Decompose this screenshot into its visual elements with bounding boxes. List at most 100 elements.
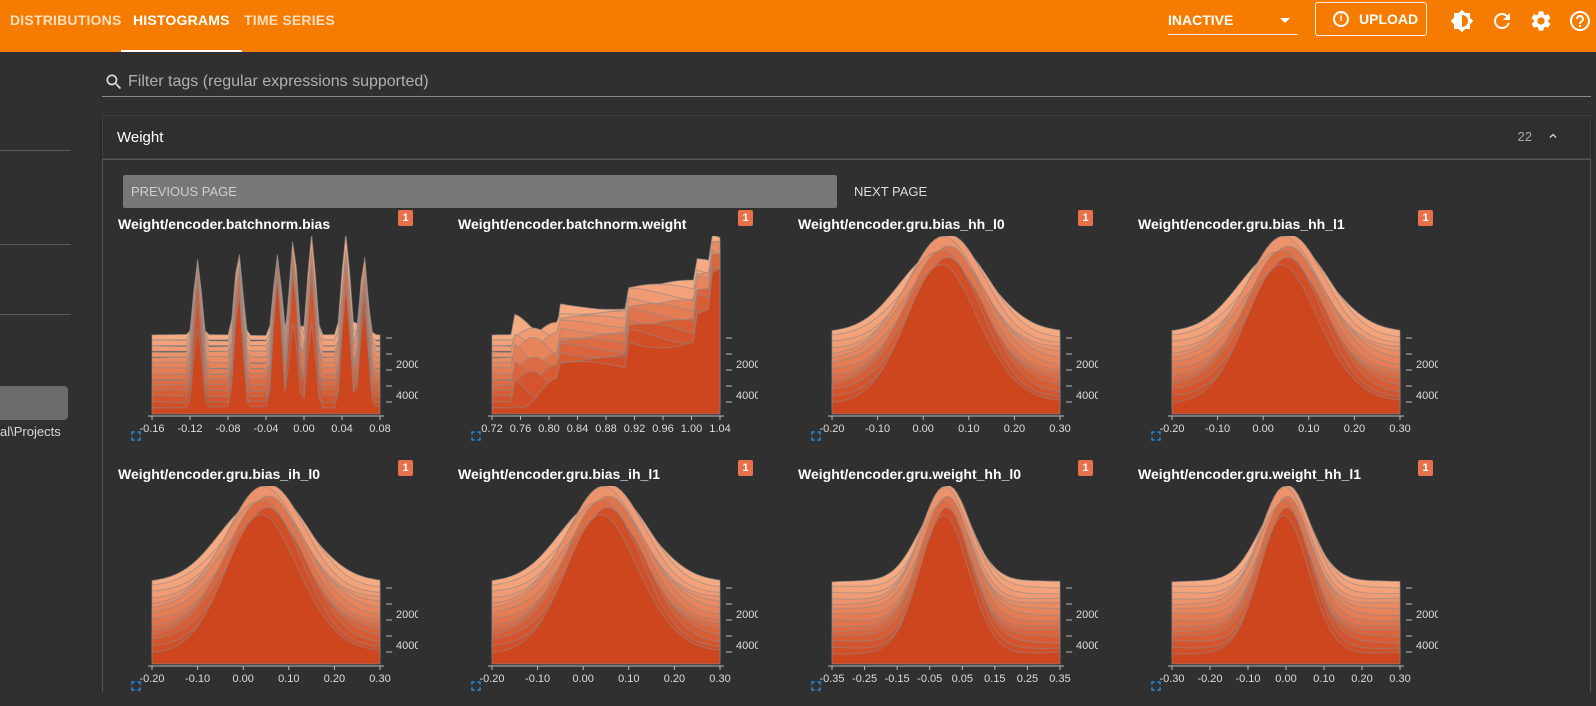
x-tick-label: -0.35	[819, 673, 844, 685]
fullscreen-icon[interactable]	[808, 678, 824, 694]
info-icon: i	[1333, 11, 1349, 27]
x-tick-label: 0.00	[232, 673, 253, 685]
tab-histograms[interactable]: HISTOGRAMS	[121, 0, 242, 52]
run-count-badge: 1	[398, 210, 413, 226]
y-tick-label: 4000	[1076, 640, 1098, 652]
refresh-icon[interactable]	[1490, 9, 1514, 33]
fullscreen-icon[interactable]	[808, 428, 824, 444]
chart-title: Weight/encoder.gru.bias_hh_l0	[798, 216, 1005, 232]
settings-icon[interactable]	[1529, 9, 1553, 33]
x-tick-label: -0.10	[185, 673, 210, 685]
panel-count: 22	[1517, 129, 1532, 144]
x-tick-label: 0.20	[1344, 423, 1365, 435]
run-select-value: INACTIVE	[1168, 12, 1234, 28]
x-tick-label: 0.00	[572, 673, 593, 685]
x-tick-label: -0.15	[885, 673, 910, 685]
run-select[interactable]: INACTIVE	[1168, 8, 1298, 35]
histogram-layer	[831, 264, 1061, 415]
chevron-down-icon	[1280, 18, 1290, 23]
fullscreen-icon[interactable]	[128, 678, 144, 694]
y-tick-label: 4000	[736, 640, 758, 652]
histogram-card: Weight/encoder.gru.bias_hh_l1 1 -0.20 -0.10…	[1138, 210, 1438, 456]
previous-page-button[interactable]: PREVIOUS PAGE	[123, 175, 837, 208]
x-tick-label: 0.00	[912, 423, 933, 435]
y-tick-label: 4000	[736, 390, 758, 402]
x-tick-label: 0.72	[481, 423, 502, 435]
x-tick-label: 0.35	[1049, 673, 1070, 685]
x-tick-label: 0.04	[331, 423, 352, 435]
histogram-layer	[491, 514, 721, 665]
histogram-layer	[491, 267, 721, 415]
x-tick-label: 1.00	[681, 423, 702, 435]
x-tick-label: 0.25	[1017, 673, 1038, 685]
x-tick-label: 0.05	[952, 673, 973, 685]
histogram-layer	[151, 277, 381, 415]
help-icon[interactable]	[1568, 9, 1592, 33]
chart-title: Weight/encoder.gru.weight_hh_l1	[1138, 466, 1361, 482]
x-tick-label: 0.15	[984, 673, 1005, 685]
next-page-button[interactable]: NEXT PAGE	[854, 184, 928, 199]
x-tick-label: 0.08	[369, 423, 390, 435]
tab-distributions[interactable]: DISTRIBUTIONS	[10, 12, 122, 28]
x-tick-label: -0.20	[819, 423, 844, 435]
y-tick-label: 2000	[1416, 359, 1438, 371]
upload-button[interactable]: i UPLOAD	[1315, 2, 1427, 36]
histogram-layer	[151, 514, 381, 665]
chart-title: Weight/encoder.gru.bias_hh_l1	[1138, 216, 1345, 232]
histogram-card: Weight/encoder.gru.weight_hh_l0 1 -0.35 -0.…	[798, 460, 1098, 706]
fullscreen-icon[interactable]	[128, 428, 144, 444]
x-tick-label: -0.05	[917, 673, 942, 685]
x-tick-label: -0.16	[139, 423, 164, 435]
x-tick-label: 0.30	[369, 673, 390, 685]
y-tick-label: 4000	[1416, 640, 1438, 652]
x-tick-label: 0.00	[1252, 423, 1273, 435]
histogram-layer	[1171, 515, 1401, 665]
run-count-badge: 1	[738, 210, 753, 226]
x-tick-label: -0.20	[479, 673, 504, 685]
histogram-layer	[1171, 264, 1401, 415]
chevron-up-icon[interactable]	[1546, 129, 1560, 143]
x-tick-label: 0.10	[1313, 673, 1334, 685]
fullscreen-icon[interactable]	[1148, 428, 1164, 444]
chart-title: Weight/encoder.gru.bias_ih_l1	[458, 466, 661, 482]
x-tick-label: 0.30	[1049, 423, 1070, 435]
histogram-card: Weight/encoder.gru.bias_hh_l0 1 -0.20 -0.10…	[798, 210, 1098, 456]
y-tick-label: 2000	[1076, 609, 1098, 621]
run-count-badge: 1	[1418, 460, 1433, 476]
histogram-chart: -0.20 -0.10 0.00 0.10 0.20 0.30 2000 4000	[479, 486, 758, 685]
panel-header-weight[interactable]: Weight 22	[102, 115, 1591, 159]
histogram-chart: -0.20 -0.10 0.00 0.10 0.20 0.30 2000 4000	[1159, 236, 1438, 435]
run-count-badge: 1	[1418, 210, 1433, 226]
x-tick-label: -0.10	[865, 423, 890, 435]
x-tick-label: 0.96	[652, 423, 673, 435]
y-tick-label: 2000	[1076, 359, 1098, 371]
y-tick-label: 2000	[396, 359, 418, 371]
fullscreen-icon[interactable]	[1148, 678, 1164, 694]
fullscreen-icon[interactable]	[468, 428, 484, 444]
filter-tags-input[interactable]	[126, 70, 1590, 94]
tab-time-series[interactable]: TIME SERIES	[244, 12, 335, 28]
y-tick-label: 2000	[736, 359, 758, 371]
theme-toggle-icon[interactable]	[1450, 9, 1474, 33]
x-tick-label: 0.76	[510, 423, 531, 435]
x-tick-label: 0.80	[538, 423, 559, 435]
x-tick-label: 0.00	[1275, 673, 1296, 685]
histogram-chart: -0.30 -0.20 -0.10 0.00 0.10 0.20 0.30 2000 4000	[1159, 486, 1438, 685]
chart-title: Weight/encoder.batchnorm.weight	[458, 216, 687, 232]
x-tick-label: 0.10	[1298, 423, 1319, 435]
fullscreen-icon[interactable]	[468, 678, 484, 694]
sidebar-button[interactable]	[0, 386, 68, 420]
histogram-chart: -0.20 -0.10 0.00 0.10 0.20 0.30 2000 4000	[139, 486, 418, 685]
y-tick-label: 4000	[1076, 390, 1098, 402]
x-tick-label: -0.30	[1159, 673, 1184, 685]
x-tick-label: -0.10	[525, 673, 550, 685]
x-tick-label: -0.25	[852, 673, 877, 685]
x-tick-label: -0.20	[139, 673, 164, 685]
sidebar-path-text: al\Projects	[0, 424, 61, 439]
chart-title: Weight/encoder.batchnorm.bias	[118, 216, 331, 232]
histogram-card: Weight/encoder.batchnorm.bias 1 -0.16 -0.12…	[118, 210, 418, 456]
x-tick-label: 0.10	[618, 673, 639, 685]
x-tick-label: 1.04	[709, 423, 730, 435]
x-tick-label: 0.84	[567, 423, 588, 435]
panel-title: Weight	[117, 129, 164, 146]
